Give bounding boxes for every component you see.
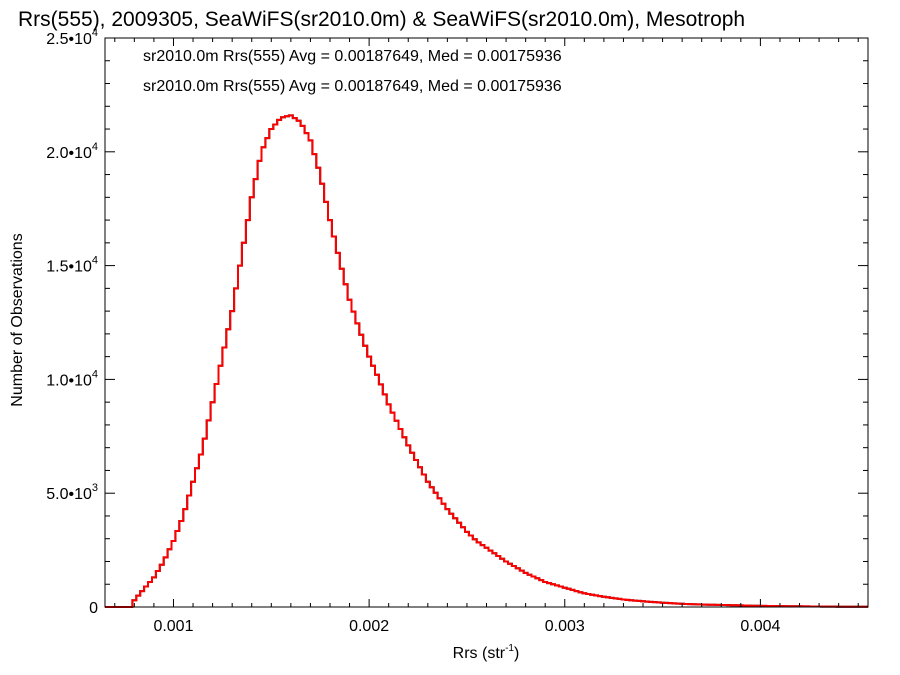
x-tick-label: 0.002: [349, 618, 389, 635]
y-tick-label: 1.5•104: [46, 255, 98, 276]
plot-frame: [104, 37, 869, 608]
plot-series: [105, 114, 868, 608]
histogram-series-0: [105, 114, 868, 608]
histogram-series-1: [105, 114, 868, 608]
legend-entry-red: sr2010.0m Rrs(555) Avg = 0.00187649, Med…: [143, 78, 562, 95]
y-tick-label: 2.0•104: [46, 141, 98, 162]
axis-ticks: 0.001 0.002 0.003 0.004 0 5.0•103 1.0•104 1.5•1…: [46, 27, 868, 635]
x-tick-label: 0.001: [153, 618, 193, 635]
y-tick-label: 1.0•104: [46, 368, 98, 389]
y-tick-label: 2.5•104: [46, 27, 98, 48]
y-tick-label: 0: [89, 600, 98, 617]
chart-title: Rrs(555), 2009305, SeaWiFS(sr2010.0m) & …: [18, 8, 745, 31]
x-tick-label: 0.004: [740, 618, 780, 635]
y-axis-label: Number of Observations: [9, 233, 26, 406]
legend-entry-black: sr2010.0m Rrs(555) Avg = 0.00187649, Med…: [143, 48, 562, 65]
y-tick-label: 5.0•103: [46, 482, 98, 503]
svg-text:Number of Observations: Number of Observations: [9, 233, 26, 406]
x-axis-label: Rrs (str-1): [453, 643, 520, 662]
x-tick-label: 0.003: [545, 618, 585, 635]
